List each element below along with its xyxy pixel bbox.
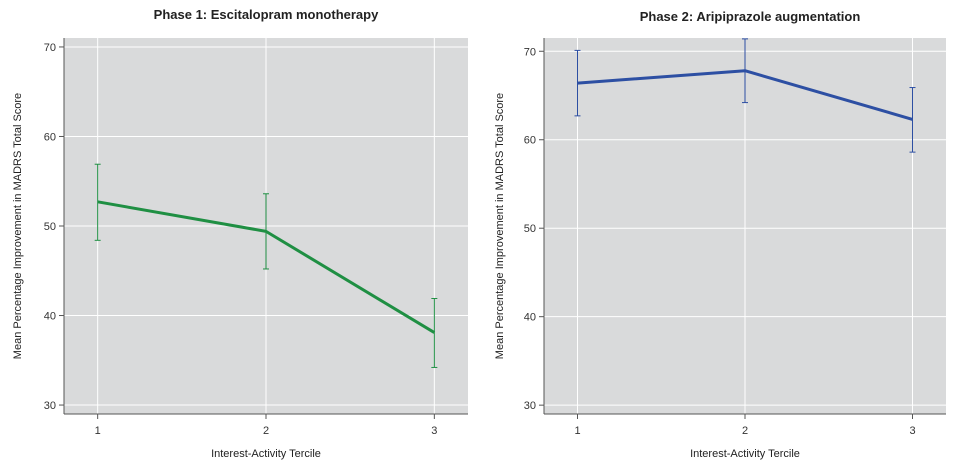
axis-ticks: 30 40 50 60 70 1 2 3 xyxy=(524,46,916,437)
y-tick-label: 30 xyxy=(44,400,56,412)
chart-title: Phase 1: Escitalopram monotherapy xyxy=(154,7,379,22)
series-layer xyxy=(574,38,916,153)
y-axis-label: Mean Percentage Improvement in MADRS Tot… xyxy=(12,93,24,359)
x-axis-label: Interest-Activity Tercile xyxy=(211,448,321,460)
x-tick-label: 2 xyxy=(742,425,748,437)
x-tick-label: 2 xyxy=(263,425,269,437)
axis-ticks: 30 40 50 60 70 1 2 3 xyxy=(44,42,438,437)
x-tick-label: 1 xyxy=(95,425,101,437)
y-tick-label: 60 xyxy=(524,135,536,147)
chart-panel-phase2: Phase 2: Aripiprazole augmentation 30 40 5… xyxy=(494,9,946,460)
series-layer xyxy=(94,163,438,368)
series-line xyxy=(577,69,913,121)
y-tick-label: 50 xyxy=(44,221,56,233)
x-tick-label: 1 xyxy=(574,425,580,437)
y-axis-label: Mean Percentage Improvement in MADRS Tot… xyxy=(494,93,506,359)
y-tick-label: 30 xyxy=(524,400,536,412)
chart-panel-phase1: Phase 1: Escitalopram monotherapy 30 40 50… xyxy=(12,7,468,460)
series-line xyxy=(97,200,436,334)
y-tick-label: 70 xyxy=(524,46,536,58)
x-tick-label: 3 xyxy=(431,425,437,437)
y-tick-label: 40 xyxy=(44,311,56,323)
chart-title: Phase 2: Aripiprazole augmentation xyxy=(640,9,861,24)
y-tick-label: 40 xyxy=(524,312,536,324)
y-tick-label: 70 xyxy=(44,42,56,54)
x-tick-label: 3 xyxy=(909,425,915,437)
y-tick-label: 60 xyxy=(44,131,56,143)
x-axis-label: Interest-Activity Tercile xyxy=(690,448,800,460)
y-tick-label: 50 xyxy=(524,223,536,235)
